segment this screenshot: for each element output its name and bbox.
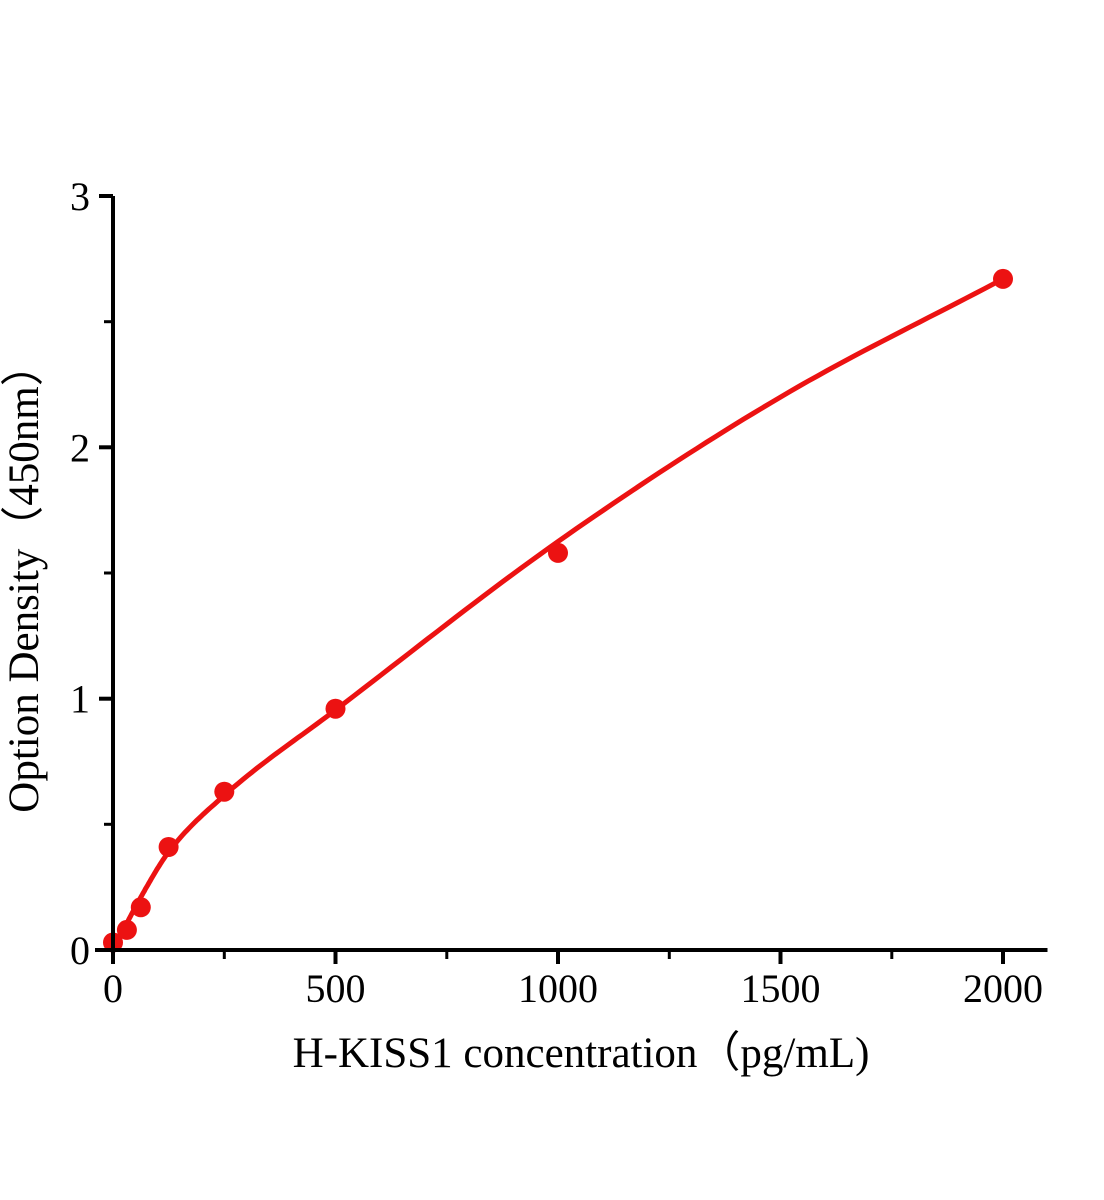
fit-curve: [110, 276, 1006, 953]
y-axis-tick-label: 3: [70, 174, 90, 219]
data-point: [116, 919, 137, 940]
data-point: [548, 542, 568, 563]
y-axis-tick-label: 2: [70, 425, 90, 470]
y-axis-title: Option Density（450nm）: [1, 343, 48, 812]
y-axis-tick-label: 0: [70, 928, 90, 973]
x-axis-title: H-KISS1 concentration（pg/mL): [293, 1030, 870, 1077]
series-layer: [103, 268, 1013, 953]
x-axis-tick-label: 0: [103, 966, 123, 1011]
x-axis-tick-label: 2000: [963, 966, 1043, 1011]
data-point: [158, 837, 179, 857]
data-point: [130, 897, 151, 918]
x-axis-tick-label: 1000: [518, 966, 598, 1011]
data-point: [993, 268, 1013, 289]
x-axis-tick-label: 500: [306, 966, 366, 1011]
data-point: [325, 698, 346, 719]
x-axis-tick-label: 1500: [741, 966, 821, 1011]
data-point: [214, 781, 235, 802]
y-axis-tick-label: 1: [70, 677, 90, 722]
axes-layer: 0 500 1000 1500 2000 0 1 2 3: [70, 174, 1048, 1011]
